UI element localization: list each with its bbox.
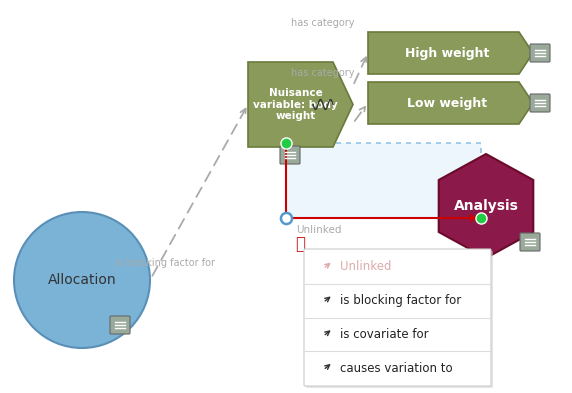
FancyBboxPatch shape — [306, 251, 493, 388]
Text: Analysis: Analysis — [454, 199, 518, 213]
FancyBboxPatch shape — [280, 146, 300, 164]
Text: 🔧: 🔧 — [295, 235, 305, 253]
Ellipse shape — [14, 212, 150, 348]
Text: Unlinked: Unlinked — [340, 261, 391, 274]
Text: causes variation to: causes variation to — [340, 362, 452, 375]
Text: Nuisance
variable: body
weight: Nuisance variable: body weight — [253, 88, 338, 121]
Polygon shape — [368, 32, 533, 74]
Text: Unlinked: Unlinked — [296, 225, 341, 235]
Text: High weight: High weight — [405, 46, 489, 59]
Text: is blocking factor for: is blocking factor for — [115, 258, 215, 268]
Text: is covariate for: is covariate for — [340, 328, 428, 341]
FancyBboxPatch shape — [530, 94, 550, 112]
Text: Allocation: Allocation — [47, 273, 116, 287]
FancyBboxPatch shape — [520, 233, 540, 251]
Text: has category: has category — [292, 68, 355, 78]
FancyBboxPatch shape — [286, 143, 481, 218]
Text: is blocking factor for: is blocking factor for — [340, 294, 461, 307]
Text: Low weight: Low weight — [407, 97, 487, 110]
Polygon shape — [248, 62, 353, 147]
FancyBboxPatch shape — [530, 44, 550, 62]
FancyBboxPatch shape — [110, 316, 130, 334]
FancyBboxPatch shape — [304, 249, 491, 386]
Text: has category: has category — [292, 18, 355, 28]
Polygon shape — [439, 154, 533, 258]
Polygon shape — [368, 82, 533, 124]
